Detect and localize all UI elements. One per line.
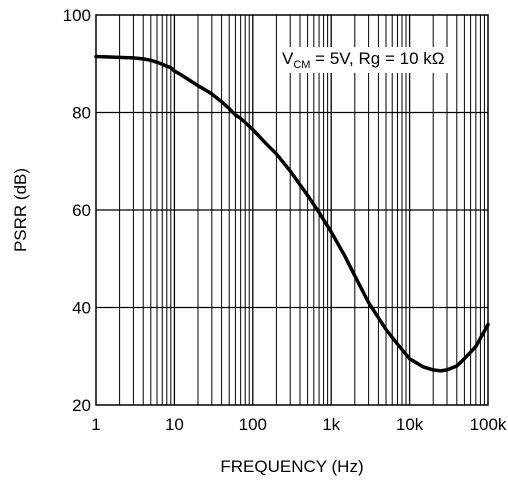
y-tick-label: 40 [72,299,91,318]
plot-frame [95,14,489,406]
x-tick-label: 10k [396,415,424,434]
annotation-text: VCM = 5V, Rg = 10 kΩ [282,49,444,71]
axis-ticks: 1 10 100 1k 10k 100k 20 40 60 80 100 [63,6,507,434]
x-axis-title: FREQUENCY (Hz) [220,457,363,476]
grid [96,15,488,405]
y-tick-label: 100 [63,6,91,25]
x-tick-label: 100 [239,415,267,434]
annotation-conditions: = 5V, Rg = 10 kΩ [310,49,444,68]
y-tick-label: 20 [72,396,91,415]
x-tick-label: 10 [165,415,184,434]
y-tick-label: 60 [72,201,91,220]
condition-annotation: VCM = 5V, Rg = 10 kΩ [278,47,449,73]
y-tick-label: 80 [72,104,91,123]
annotation-background [278,47,449,73]
annotation-v-subscript: CM [293,59,310,71]
x-tick-label: 1 [91,415,100,434]
x-tick-label: 1k [322,415,340,434]
y-axis-title: PSRR (dB) [11,168,30,252]
annotation-v: V [282,49,294,68]
psrr-curve [94,54,490,373]
x-tick-label: 100k [470,415,507,434]
